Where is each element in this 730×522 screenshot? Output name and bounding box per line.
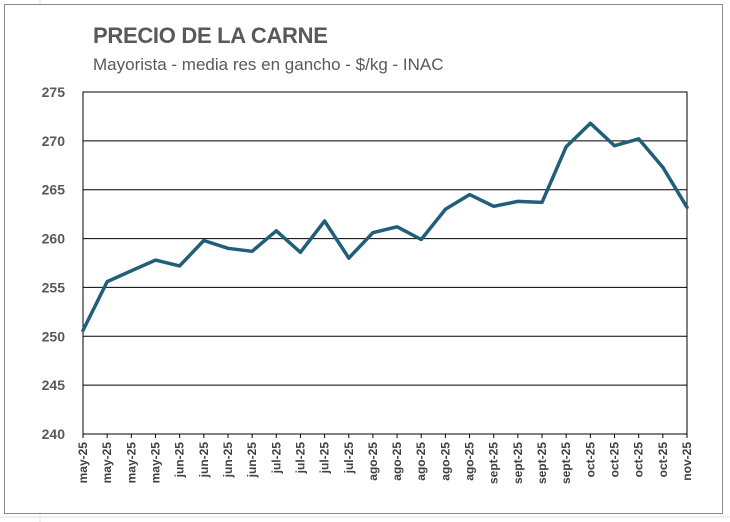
price-series: [81, 121, 689, 333]
x-tick-label: sept-25: [535, 442, 549, 484]
data-point: [153, 258, 157, 262]
x-tick-label: ago-25: [438, 442, 452, 481]
series-line: [81, 121, 689, 333]
data-point: [347, 256, 351, 260]
x-tick-label: may-25: [124, 442, 138, 484]
data-point: [443, 207, 447, 211]
x-tick-label: oct-25: [583, 442, 597, 478]
y-tick-label: 275: [42, 84, 66, 100]
y-tick-label: 255: [42, 279, 66, 295]
data-point: [178, 264, 182, 268]
x-tick-label: may-25: [100, 442, 114, 484]
data-point: [274, 229, 278, 233]
data-point: [613, 144, 617, 148]
x-tick-label: oct-25: [656, 442, 670, 478]
y-tick-label: 250: [42, 328, 66, 344]
data-point: [468, 193, 472, 197]
x-tick-label: ago-25: [366, 442, 380, 481]
x-tick-label: jun-25: [221, 442, 235, 479]
data-point: [637, 137, 641, 141]
x-tick-label: jun-25: [245, 442, 259, 479]
data-point: [129, 269, 133, 273]
y-axis-ticks: 240 245 250 255 260 265 270 275: [42, 84, 66, 442]
y-tick-label: 240: [42, 426, 66, 442]
x-axis-ticks: may-25 may-25 may-25 may-25 jun-25 jun-25 jun-…: [76, 434, 694, 484]
chart-title: PRECIO DE LA CARNE: [93, 23, 328, 48]
data-point: [540, 200, 544, 204]
x-tick-label: jul-25: [293, 442, 307, 475]
chart-area[interactable]: [4, 4, 723, 514]
y-tick-label: 245: [42, 377, 66, 393]
x-tick-label: may-25: [76, 442, 90, 484]
data-point: [419, 238, 423, 242]
data-point: [564, 145, 568, 149]
data-point: [588, 121, 592, 125]
x-tick-label: jul-25: [342, 442, 356, 475]
data-point: [81, 328, 85, 332]
y-tick-label: 260: [42, 231, 66, 247]
x-tick-label: jul-25: [269, 442, 283, 475]
x-tick-label: oct-25: [632, 442, 646, 478]
data-point: [298, 250, 302, 254]
data-point: [661, 165, 665, 169]
plot-area-border: [82, 91, 688, 435]
x-tick-label: jun-25: [173, 442, 187, 479]
chart-subtitle: Mayorista - media res en gancho - $/kg -…: [93, 55, 444, 74]
x-tick-label: may-25: [148, 442, 162, 484]
x-tick-label: sept-25: [559, 442, 573, 484]
data-point: [492, 204, 496, 208]
y-tick-label: 270: [42, 133, 66, 149]
data-point: [685, 205, 689, 209]
x-tick-label: ago-25: [390, 442, 404, 481]
data-point: [395, 225, 399, 229]
x-tick-label: jun-25: [197, 442, 211, 479]
x-tick-label: sept-25: [511, 442, 525, 484]
data-point: [323, 219, 327, 223]
data-point: [105, 280, 109, 284]
x-tick-label: oct-25: [608, 442, 622, 478]
x-tick-label: nov-25: [680, 442, 694, 481]
y-tick-label: 265: [42, 182, 66, 198]
data-point: [202, 239, 206, 243]
x-tick-label: ago-25: [414, 442, 428, 481]
data-point: [516, 199, 520, 203]
data-point: [226, 246, 230, 250]
x-tick-label: jul-25: [318, 442, 332, 475]
x-tick-label: ago-25: [463, 442, 477, 481]
x-tick-label: sept-25: [487, 442, 501, 484]
data-point: [371, 231, 375, 235]
data-point: [250, 249, 254, 253]
